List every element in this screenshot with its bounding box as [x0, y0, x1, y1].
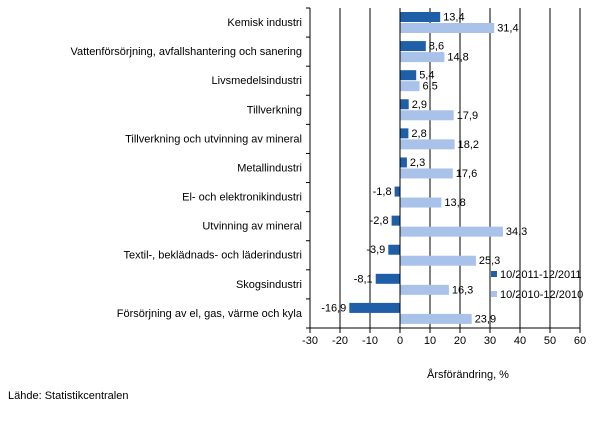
- category-label: Textil-, beklädnads- och läderindustri: [123, 250, 302, 262]
- data-label: -8,1: [354, 273, 373, 285]
- category-label: Skogsindustri: [236, 279, 302, 291]
- x-tick-label: -10: [362, 335, 378, 347]
- data-label: 6,5: [423, 81, 438, 93]
- category-label: Försörjning av el, gas, värme och kyla: [117, 308, 303, 320]
- legend-swatch-series-2: [491, 291, 497, 297]
- data-label: -16,9: [321, 302, 346, 314]
- x-tick-label: 0: [397, 335, 403, 347]
- bar: [400, 255, 476, 266]
- data-label: 8,6: [429, 41, 444, 53]
- x-tick-label: -30: [302, 335, 318, 347]
- x-tick-label: 30: [484, 335, 496, 347]
- bar: [349, 302, 400, 313]
- category-label: Tillverkning och utvinning av mineral: [125, 133, 302, 145]
- category-label: Metallindustri: [237, 162, 302, 174]
- x-tick-label: 20: [454, 335, 466, 347]
- bar: [400, 70, 417, 81]
- data-label: 25,3: [479, 255, 500, 267]
- data-label: 2,8: [411, 128, 426, 140]
- bar: [391, 215, 400, 226]
- x-tick-label: 50: [544, 335, 556, 347]
- x-tick-label: 40: [514, 335, 526, 347]
- bar: [388, 244, 400, 255]
- bar: [400, 81, 420, 92]
- legend-swatch-series-1: [491, 271, 497, 277]
- bar: [400, 23, 495, 33]
- labels: 13,4 31,4 Kemisk industri 8,614,8 Vattenförs…: [70, 12, 527, 326]
- bar: [400, 284, 449, 295]
- data-label: 16,3: [452, 284, 473, 296]
- data-label: 31,4: [497, 23, 518, 35]
- data-label: 2,9: [412, 99, 427, 111]
- data-label: 14,8: [447, 52, 468, 64]
- source-note: Lähde: Statistikcentralen: [8, 390, 128, 402]
- legend-label-series-2: 10/2010-12/2010: [500, 289, 583, 301]
- bar: [375, 273, 400, 284]
- x-tick-label: -20: [332, 335, 348, 347]
- bar: [400, 197, 442, 208]
- data-label: 18,2: [458, 139, 479, 151]
- x-axis-title: Årsförändring, %: [427, 368, 509, 381]
- data-label: 17,9: [457, 110, 478, 122]
- data-label: -3,9: [366, 244, 385, 256]
- data-label: 2,3: [410, 157, 425, 169]
- x-tick-label: 10: [424, 335, 436, 347]
- data-label: -1,8: [373, 186, 392, 198]
- category-label: Tillverkning: [247, 104, 302, 116]
- bar: [394, 186, 400, 197]
- data-label: 23,9: [475, 313, 496, 325]
- bar: [400, 110, 454, 121]
- legend-label-series-1: 10/2011-12/2011: [500, 269, 582, 281]
- data-label: 17,6: [456, 168, 477, 180]
- data-label: 34,3: [506, 226, 527, 238]
- legend: 10/2011-12/2011 10/2010-12/2010: [491, 269, 583, 301]
- data-label: 13,8: [444, 197, 465, 209]
- data-label: 5,4: [419, 70, 434, 82]
- bar: [400, 226, 503, 237]
- x-tick-label: 60: [574, 335, 586, 347]
- category-label: El- och elektronikindustri: [182, 192, 302, 204]
- bar: [400, 41, 426, 52]
- bar: [400, 99, 409, 110]
- bar: [400, 313, 472, 324]
- data-label: 13,4: [443, 12, 464, 24]
- data-label: -2,8: [370, 215, 389, 227]
- bars: [349, 12, 503, 324]
- x-axis: -30 -20 -10 0 10 20 30 40 50 60: [302, 7, 586, 347]
- bar: [400, 157, 407, 168]
- bar: [400, 12, 441, 22]
- category-label: Livsmedelsindustri: [212, 75, 302, 87]
- bar: [400, 128, 409, 139]
- category-label: Kemisk industri: [227, 17, 302, 29]
- category-label: Utvinning av mineral: [202, 221, 302, 233]
- bar: [400, 139, 455, 150]
- bar: [400, 168, 453, 179]
- bar: [400, 52, 445, 63]
- category-label: Vattenförsörjning, avfallshantering och …: [70, 46, 302, 58]
